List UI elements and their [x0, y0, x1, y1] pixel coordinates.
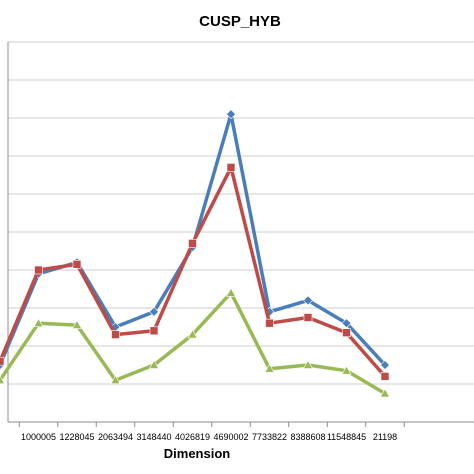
data-point-triangle [33, 318, 44, 328]
data-point-square [72, 259, 82, 269]
data-point-square [226, 163, 236, 172]
data-point-triangle [0, 375, 6, 385]
data-point-diamond [226, 109, 236, 120]
data-point-triangle [148, 359, 160, 369]
x-tick-label: 11548845 [327, 432, 366, 442]
x-tick-label: 1000005 [21, 432, 56, 442]
series-triangle [0, 287, 391, 398]
x-tick-label: 4026819 [175, 432, 210, 442]
x-tick-label: 3148440 [136, 432, 171, 442]
tick-label-layer: 1000005 1228045 2063494 3148440 4026819 46900… [21, 432, 397, 442]
data-point-square [111, 330, 120, 339]
data-point-diamond [380, 360, 390, 370]
data-point-square [265, 318, 274, 328]
data-point-triangle [379, 388, 391, 398]
x-tick-label: 21198 [373, 432, 397, 442]
data-point-diamond [341, 318, 352, 329]
data-point-square [34, 265, 43, 275]
data-point-triangle [264, 363, 275, 373]
x-tick-label: 4690002 [213, 432, 248, 442]
data-point-square [380, 372, 390, 381]
x-tick-label: 2063494 [98, 432, 133, 442]
data-point-square [149, 326, 159, 336]
x-axis-label: Dimension [164, 446, 231, 461]
series-line [0, 165, 387, 379]
data-point-triangle [187, 329, 198, 339]
data-point-triangle [302, 359, 314, 369]
data-point-triangle [71, 319, 83, 329]
data-point-square [342, 328, 351, 338]
data-point-square [188, 239, 197, 248]
x-tick-label: 7733822 [252, 432, 287, 442]
data-point-triangle [110, 375, 121, 385]
data-point-square [303, 313, 313, 322]
series-square [0, 163, 390, 381]
data-point-triangle [341, 365, 352, 375]
axis-layer [7, 42, 474, 427]
chart-title: CUSP_HYB [199, 13, 281, 30]
x-tick-label: 8388608 [290, 432, 325, 442]
grid-layer [8, 41, 474, 385]
data-point-diamond [149, 306, 159, 317]
data-point-diamond [303, 295, 313, 306]
x-tick-label: 1228045 [59, 432, 94, 442]
series-layer [0, 109, 391, 398]
data-point-triangle [225, 287, 237, 297]
data-point-square [0, 356, 5, 366]
